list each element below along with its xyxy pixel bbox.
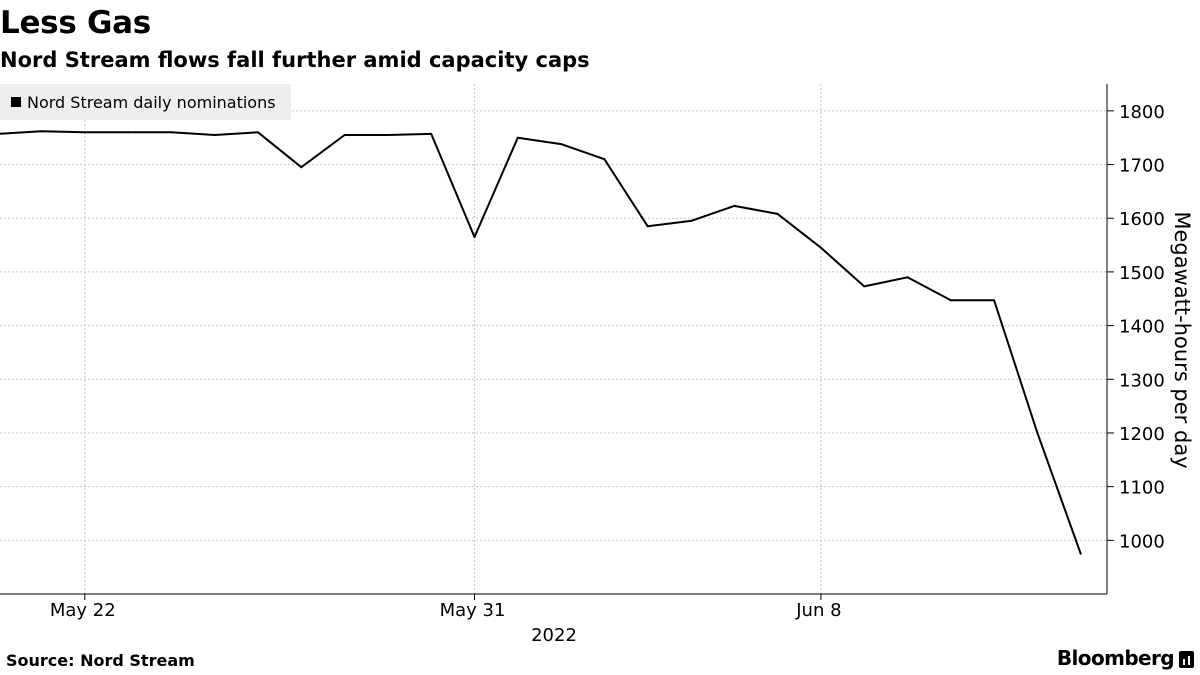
data-point [40,130,43,133]
chart-title: Less Gas [0,5,151,41]
legend-background [0,84,291,120]
x-tick-label: May 22 [50,600,116,621]
data-point [213,134,216,136]
x-axis-year-label: 2022 [531,625,577,646]
data-point [257,131,259,134]
data-point [646,225,649,228]
y-tick-label: 1800 [1119,102,1165,123]
data-point [993,299,996,302]
brand-logo: Bloomberg [1057,646,1194,670]
data-point [949,299,952,302]
y-tick-label: 1700 [1119,156,1165,177]
data-point [127,131,130,134]
data-point [300,166,303,169]
x-tick-label: Jun 8 [795,600,841,621]
y-tick-label: 1300 [1119,370,1165,391]
data-point [473,236,476,238]
data-point [343,134,346,136]
y-tick-label: 1000 [1119,531,1165,552]
data-point [430,132,433,135]
brand-name: Bloomberg [1056,646,1175,670]
legend-item-label: Nord Stream daily nominations [27,93,276,112]
series-layer [0,130,1082,555]
data-point [906,276,909,279]
chart-subtitle: Nord Stream flows fall further amid capa… [0,48,590,72]
data-point [386,134,389,136]
data-point [170,131,173,134]
source-note: Source: Nord Stream [6,651,195,670]
data-point [1079,552,1082,555]
data-point [863,285,866,288]
data-point [819,246,822,249]
data-point [516,136,519,139]
data-point [776,212,779,215]
data-point [603,158,606,161]
data-point [83,131,86,134]
bloomberg-terminal-icon [1179,651,1194,668]
grid [0,84,1107,594]
data-point [1036,431,1039,434]
y-axis-label: Megawatt-hours per day [1170,211,1194,468]
data-point [733,204,736,207]
y-tick-label: 1600 [1119,209,1165,230]
y-tick-label: 1100 [1119,478,1165,499]
legend-swatch [11,97,21,107]
y-tick-label: 1200 [1119,424,1165,445]
y-axis: 1000 1100 1200 1300 1400 1500 1600 1700 1800 [1106,84,1165,594]
y-tick-label: 1400 [1119,317,1165,338]
x-tick-label: May 31 [440,600,506,621]
data-point [560,143,563,146]
data-point [690,219,692,222]
x-axis: May 22 May 31 Jun 8 [0,593,1107,621]
series-line [0,130,1082,555]
y-tick-label: 1500 [1119,263,1165,284]
legend: Nord Stream daily nominations [0,84,291,120]
